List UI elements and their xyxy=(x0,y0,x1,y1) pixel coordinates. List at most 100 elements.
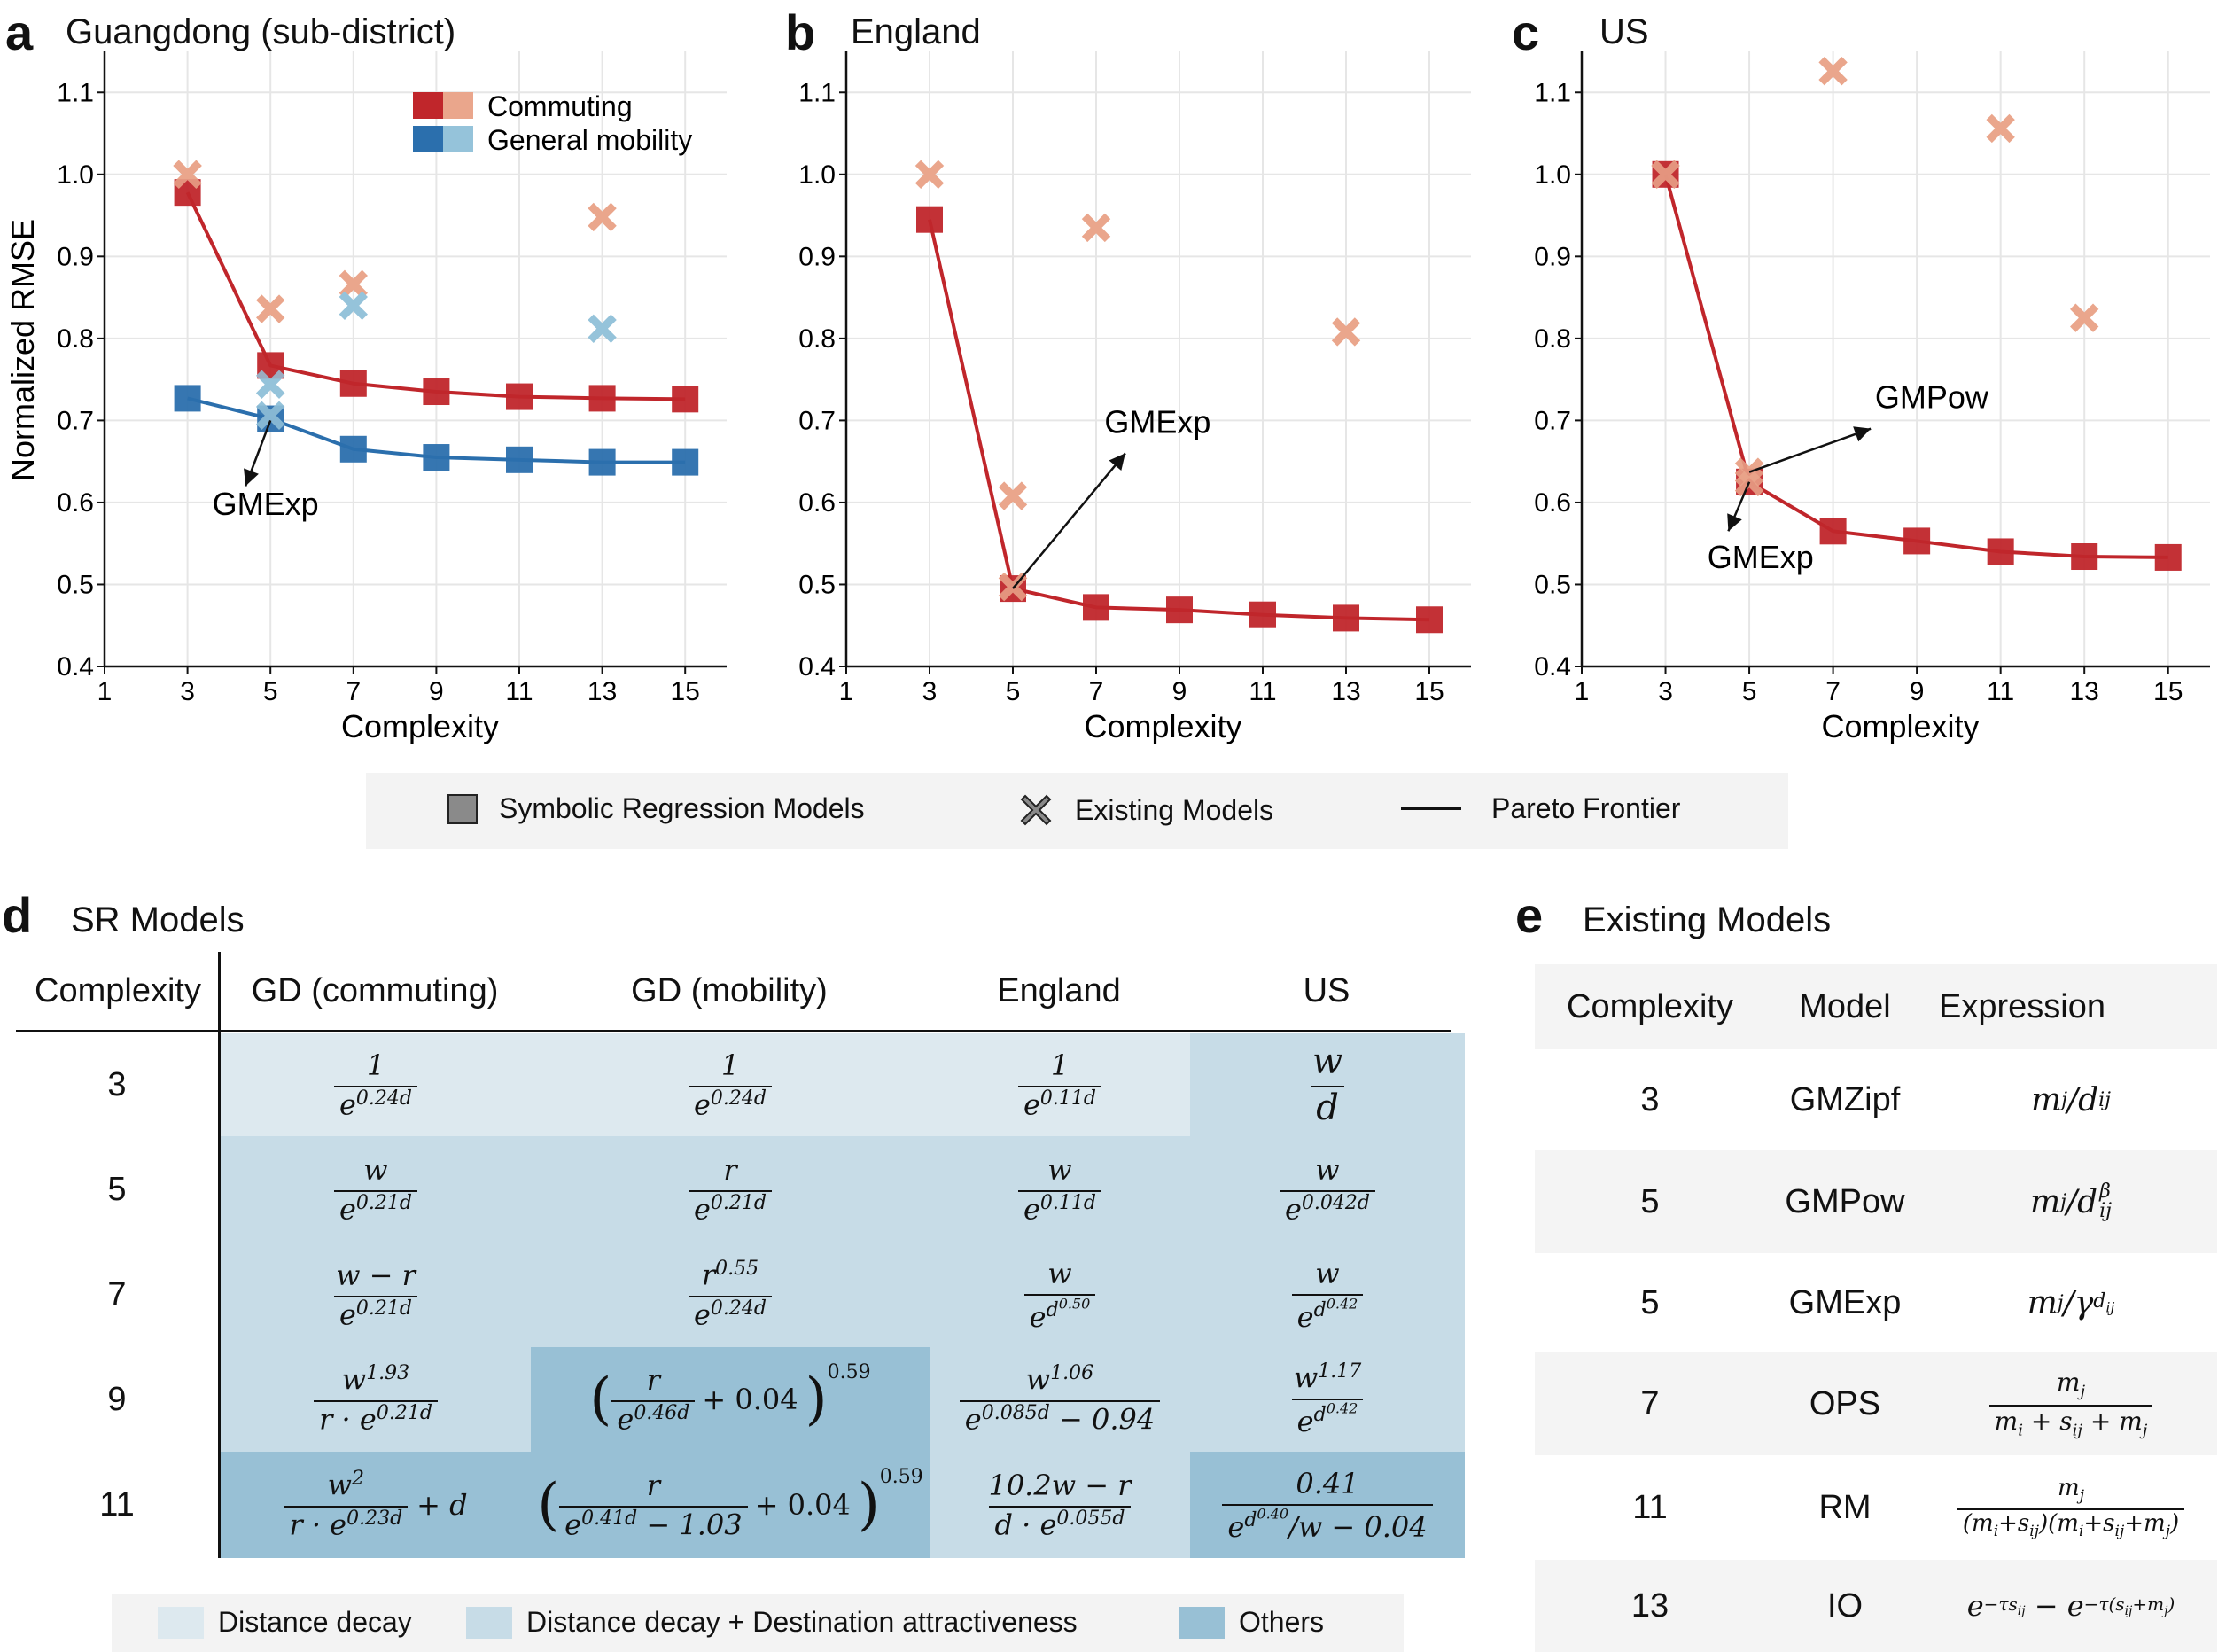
annotation-label: GMPow xyxy=(1875,379,1989,416)
y-tick-label: 0.8 xyxy=(798,324,836,354)
x-tick-label: 5 xyxy=(1742,677,1757,706)
complexity-cell: 13 xyxy=(1630,1586,1669,1625)
others-swatch xyxy=(1179,1606,1225,1639)
existing-model-marker xyxy=(173,160,202,189)
legend-sr: Symbolic Regression Models xyxy=(447,792,865,825)
panel-d-letter: d xyxy=(2,887,33,943)
panel-e-letter: e xyxy=(1515,887,1544,943)
formula-denominator: e0.24d xyxy=(688,1296,772,1332)
vertical-rule xyxy=(218,952,221,1558)
formula-cell: w ed0.50 xyxy=(930,1243,1190,1347)
sr-model-marker xyxy=(506,383,533,410)
y-tick-label: 0.7 xyxy=(798,406,836,435)
formula-numerator: w − r xyxy=(336,1258,416,1292)
formula-numerator: 0.41 xyxy=(1296,1466,1359,1500)
formula-cell: r e0.21d xyxy=(531,1136,930,1243)
formula-numerator: w xyxy=(1047,1152,1072,1187)
annotation-label: GMExp xyxy=(1708,539,1814,575)
existing-cross-icon xyxy=(1020,794,1052,826)
existing-model-marker xyxy=(256,370,285,399)
marker-stroke xyxy=(1331,317,1361,347)
panel-a-letter: a xyxy=(5,4,34,60)
annotation-arrow xyxy=(1748,427,1872,473)
y-tick-label: 0.6 xyxy=(57,488,94,518)
existing-model-marker xyxy=(1818,57,1848,86)
marker-stroke xyxy=(2070,303,2099,332)
marker-stroke xyxy=(1818,57,1848,86)
sr-model-marker xyxy=(423,444,450,471)
formula-denominator: d xyxy=(1311,1086,1344,1128)
formula-numerator: w xyxy=(363,1152,388,1187)
x-tick-label: 7 xyxy=(1825,677,1841,706)
legend-dd-attractiveness: Distance decay + Destination attractiven… xyxy=(466,1606,1078,1639)
formula-denominator: e0.21d xyxy=(333,1189,417,1226)
formula-denominator: r · e0.23d xyxy=(284,1506,409,1542)
formula-numerator: w2 xyxy=(327,1468,364,1502)
formula-numerator: 10.2w − r xyxy=(988,1468,1132,1502)
overlap-marker xyxy=(1651,160,1680,189)
charts-svg: 1 3 5 7 9 11 13 150.40.50.60.70.80.91.01.1Compl… xyxy=(4,51,2210,744)
table-row: 5 GMPow m j/d β ij xyxy=(1535,1150,2217,1253)
x-tick-label: 15 xyxy=(2153,677,2183,706)
existing-model-marker xyxy=(998,481,1028,510)
overlap-marker xyxy=(256,370,285,399)
y-tick-label: 0.6 xyxy=(1534,488,1571,518)
table-row: 13 IO e −τsij − e −τ(sij+mj) xyxy=(1535,1560,2217,1652)
marker-stroke xyxy=(998,481,1028,510)
header-gd-commuting: GD (commuting) xyxy=(251,971,499,1009)
x-tick-label: 3 xyxy=(922,677,938,706)
x-tick-label: 13 xyxy=(588,677,617,706)
marker-stroke xyxy=(339,269,368,299)
sr-model-marker xyxy=(339,435,367,463)
formula-cell: w1.93 r · e0.21d xyxy=(221,1347,531,1452)
existing-model-marker xyxy=(588,202,617,232)
row-complexity: 9 xyxy=(107,1380,127,1418)
formula-cell: w − r e0.21d xyxy=(221,1243,531,1347)
existing-model-marker xyxy=(1081,213,1111,243)
distance-decay-swatch xyxy=(158,1606,204,1639)
y-tick-label: 0.4 xyxy=(57,652,94,682)
panel-a-title: Guangdong (sub-district) xyxy=(66,12,456,51)
existing-model-marker xyxy=(588,314,617,343)
model-cell: IO xyxy=(1826,1586,1864,1625)
marker-stroke xyxy=(1986,113,2015,144)
y-tick-label: 1.1 xyxy=(1534,78,1571,107)
x-tick-label: 1 xyxy=(839,677,854,706)
x-tick-label: 7 xyxy=(1089,677,1104,706)
chart-0: 1 3 5 7 9 11 13 150.40.50.60.70.80.91.01.1Compl… xyxy=(4,51,727,744)
annotation-label: GMExp xyxy=(1104,403,1210,440)
panel-c-title: US xyxy=(1599,12,1649,51)
panel-b-title: England xyxy=(851,12,981,51)
legend-others: Others xyxy=(1179,1606,1324,1639)
panel-b-letter: b xyxy=(785,4,816,60)
legend-swatch-sr xyxy=(413,92,443,119)
existing-model-marker xyxy=(2070,303,2099,332)
existing-model-marker xyxy=(1986,113,2015,144)
x-tick-label: 9 xyxy=(429,677,444,706)
model-cell: RM xyxy=(1818,1488,1872,1526)
y-tick-label: 0.9 xyxy=(57,242,94,271)
y-tick-label: 0.5 xyxy=(57,570,94,599)
x-tick-label: 7 xyxy=(346,677,361,706)
formula-cell: w e0.21d xyxy=(221,1136,531,1243)
existing-model-marker xyxy=(914,160,945,189)
y-tick-label: 0.4 xyxy=(1534,652,1571,682)
marker-stroke xyxy=(588,202,617,232)
sr-model-marker xyxy=(672,386,699,413)
sr-model-marker xyxy=(588,448,616,476)
x-tick-label: 1 xyxy=(97,677,113,706)
y-tick-label: 0.9 xyxy=(1534,242,1571,271)
formula-cell: ( r e0.41d − 1.03 + 0.04 ) 0.59 xyxy=(531,1452,930,1558)
expression-cell: e −τsij − e −τ(sij+mj) xyxy=(1966,1589,2175,1623)
pareto-line-icon xyxy=(1401,807,1461,810)
x-tick-label: 11 xyxy=(1987,677,2014,706)
x-tick-label: 13 xyxy=(1331,677,1360,706)
sr-model-marker xyxy=(2071,543,2098,571)
formula-cell: 1 e0.11d xyxy=(930,1033,1190,1136)
model-cell: OPS xyxy=(1809,1384,1881,1422)
y-tick-label: 0.7 xyxy=(1534,406,1571,435)
overlap-marker xyxy=(173,160,202,189)
x-tick-label: 1 xyxy=(1575,677,1590,706)
